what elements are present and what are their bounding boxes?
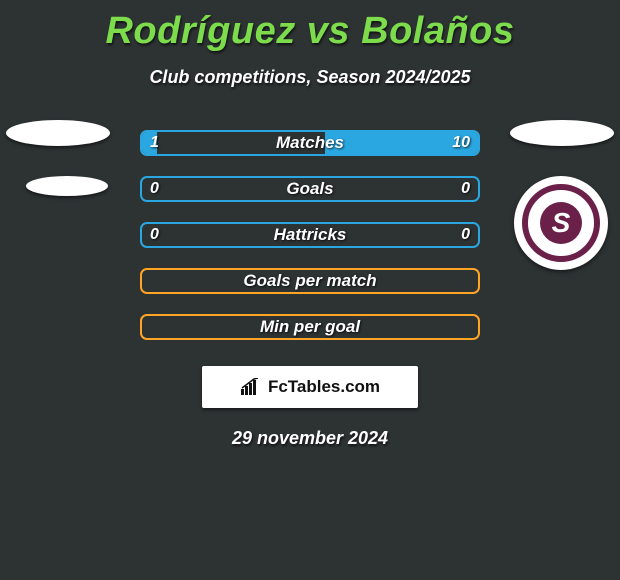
stat-row: Goals per match bbox=[0, 258, 620, 304]
stat-row: Min per goal bbox=[0, 304, 620, 350]
page-root: Rodríguez vs Bolaños Club competitions, … bbox=[0, 0, 620, 580]
stat-value-left: 0 bbox=[150, 226, 159, 244]
stat-bar: 0 0Hattricks bbox=[140, 222, 480, 248]
stat-value-right: 0 bbox=[461, 226, 470, 244]
stat-bar: 110Matches bbox=[140, 130, 480, 156]
brand-badge: FcTables.com bbox=[202, 366, 418, 408]
stat-bar-fill-right bbox=[325, 132, 478, 154]
stat-label: Hattricks bbox=[142, 225, 478, 245]
brand-text: FcTables.com bbox=[268, 377, 380, 397]
bar-chart-icon bbox=[240, 378, 262, 396]
page-subtitle: Club competitions, Season 2024/2025 bbox=[0, 67, 620, 88]
stat-bar: 0 0Goals bbox=[140, 176, 480, 202]
stat-row: 110Matches bbox=[0, 120, 620, 166]
stat-label: Goals per match bbox=[142, 271, 478, 291]
stat-label: Goals bbox=[142, 179, 478, 199]
stat-value-left: 0 bbox=[150, 180, 159, 198]
stat-row: 0 0Hattricks bbox=[0, 212, 620, 258]
stat-value-right: 0 bbox=[461, 180, 470, 198]
stat-bar-fill-left bbox=[142, 132, 157, 154]
stat-bar: Goals per match bbox=[140, 268, 480, 294]
page-title: Rodríguez vs Bolaños bbox=[0, 0, 620, 53]
footer-date: 29 november 2024 bbox=[0, 428, 620, 449]
stat-label: Min per goal bbox=[142, 317, 478, 337]
stat-bar: Min per goal bbox=[140, 314, 480, 340]
stat-row: 0 0Goals bbox=[0, 166, 620, 212]
stats-container: 110Matches00Goals00HattricksGoals per ma… bbox=[0, 120, 620, 350]
